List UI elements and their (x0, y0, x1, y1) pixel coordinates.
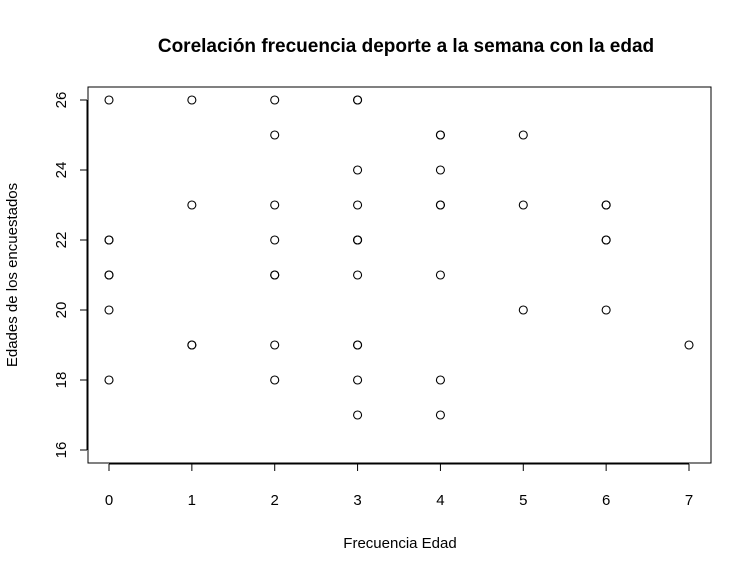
data-point (684, 340, 694, 350)
data-point (104, 375, 114, 385)
data-point (518, 130, 528, 140)
x-tick-label: 0 (105, 492, 113, 509)
plot-frame (87, 86, 712, 464)
y-axis: 16 18 20 22 24 26 (53, 92, 88, 459)
data-point (353, 410, 363, 420)
data-point (435, 270, 445, 280)
y-tick-label: 24 (53, 162, 70, 179)
x-tick-label: 5 (519, 492, 527, 509)
data-point (435, 200, 445, 210)
y-tick-label: 26 (53, 92, 70, 109)
y-tick-label: 16 (53, 442, 70, 459)
data-point (353, 340, 363, 350)
chart-title: Corelación frecuencia deporte a la seman… (158, 36, 654, 57)
data-point (270, 95, 280, 105)
data-point (435, 130, 445, 140)
data-points (104, 95, 694, 420)
data-point (435, 165, 445, 175)
data-point (353, 165, 363, 175)
data-point (435, 410, 445, 420)
data-point (104, 95, 114, 105)
data-point (601, 200, 611, 210)
data-point (104, 270, 114, 280)
y-axis-label: Edades de los encuestados (4, 183, 21, 367)
data-point (353, 375, 363, 385)
data-point (270, 270, 280, 280)
data-point (601, 235, 611, 245)
y-tick-label: 20 (53, 302, 70, 319)
y-tick-label: 22 (53, 232, 70, 249)
data-point (187, 95, 197, 105)
data-point (435, 375, 445, 385)
x-tick-label: 1 (188, 492, 196, 509)
data-point (270, 235, 280, 245)
x-tick-label: 4 (436, 492, 444, 509)
data-point (353, 95, 363, 105)
data-point (518, 200, 528, 210)
x-axis-label: Frecuencia Edad (343, 535, 456, 552)
data-point (187, 200, 197, 210)
data-point (187, 340, 197, 350)
data-point (104, 305, 114, 315)
data-point (601, 305, 611, 315)
data-point (353, 270, 363, 280)
data-point (353, 235, 363, 245)
x-tick-label: 7 (685, 492, 693, 509)
x-tick-label: 2 (271, 492, 279, 509)
data-point (270, 340, 280, 350)
data-point (270, 200, 280, 210)
data-point (353, 200, 363, 210)
x-tick-label: 3 (353, 492, 361, 509)
x-tick-label: 6 (602, 492, 610, 509)
x-axis: 0 1 2 3 4 5 6 7 (105, 463, 693, 509)
data-point (270, 130, 280, 140)
data-point (104, 235, 114, 245)
data-point (270, 375, 280, 385)
y-tick-label: 18 (53, 372, 70, 389)
data-point (518, 305, 528, 315)
